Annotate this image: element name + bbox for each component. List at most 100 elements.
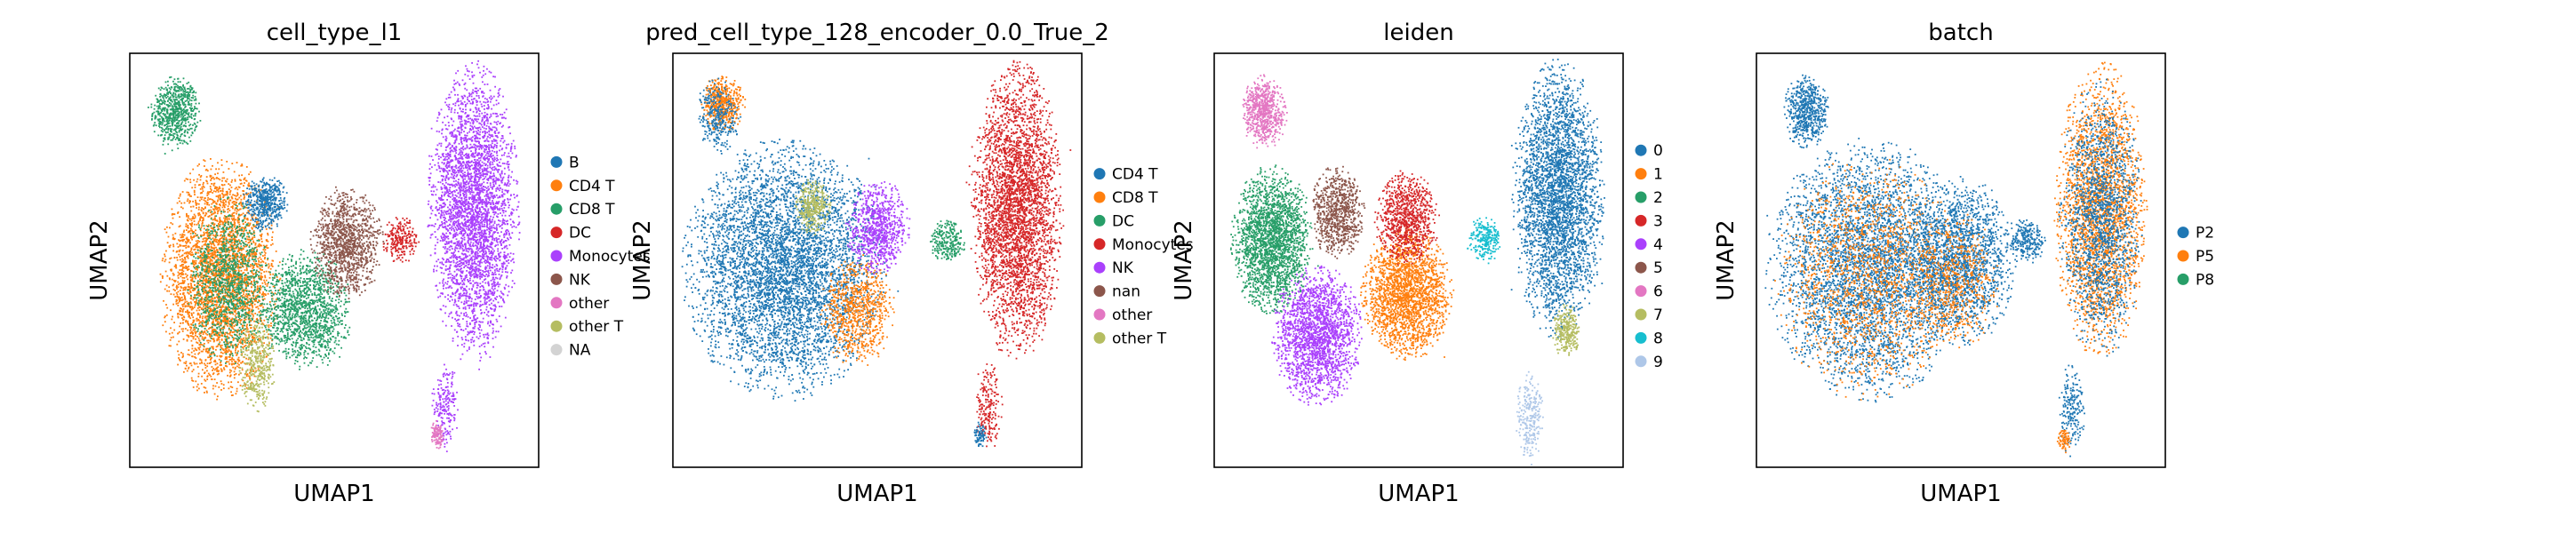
point xyxy=(213,185,215,187)
point xyxy=(234,371,236,373)
point xyxy=(216,399,218,401)
point xyxy=(187,99,188,101)
point xyxy=(179,102,180,104)
point xyxy=(150,107,152,108)
point xyxy=(188,82,189,84)
point xyxy=(191,113,193,115)
point xyxy=(228,329,230,330)
point xyxy=(180,126,182,128)
point xyxy=(188,137,190,139)
point xyxy=(187,83,188,84)
point xyxy=(236,346,238,348)
point xyxy=(195,335,196,337)
point xyxy=(161,103,163,105)
point xyxy=(171,103,172,105)
point xyxy=(164,134,166,136)
point xyxy=(152,113,154,115)
point xyxy=(243,212,244,214)
point xyxy=(180,116,182,118)
point xyxy=(180,96,181,98)
point xyxy=(202,245,204,247)
point xyxy=(172,92,174,94)
point xyxy=(155,95,156,97)
point xyxy=(191,89,193,91)
point xyxy=(191,103,193,105)
point xyxy=(228,323,229,325)
point xyxy=(165,132,167,134)
point xyxy=(229,231,231,233)
point xyxy=(196,320,198,322)
point xyxy=(238,210,240,211)
point xyxy=(169,116,171,118)
point xyxy=(210,210,212,211)
point xyxy=(173,89,175,91)
point xyxy=(205,274,207,275)
point xyxy=(217,321,219,322)
point xyxy=(160,89,162,91)
point xyxy=(184,104,186,106)
point xyxy=(167,242,169,243)
point xyxy=(188,129,190,131)
point xyxy=(264,282,266,283)
point xyxy=(180,142,181,144)
point xyxy=(207,356,209,358)
point xyxy=(184,110,186,112)
point xyxy=(176,286,178,288)
point xyxy=(174,84,176,85)
point xyxy=(194,123,196,124)
point xyxy=(166,89,168,91)
point xyxy=(235,287,236,289)
point xyxy=(197,240,199,242)
point xyxy=(191,117,193,119)
point xyxy=(178,291,180,293)
point xyxy=(241,270,243,272)
point xyxy=(162,123,164,124)
point xyxy=(164,121,165,123)
point xyxy=(172,81,174,83)
point xyxy=(173,322,175,323)
point xyxy=(212,388,214,390)
point xyxy=(164,101,165,103)
point xyxy=(157,100,159,102)
point xyxy=(165,118,167,120)
point xyxy=(233,215,235,217)
point xyxy=(214,187,216,189)
point xyxy=(177,351,179,353)
point xyxy=(163,117,164,119)
point xyxy=(195,91,196,93)
point xyxy=(220,389,222,391)
point xyxy=(237,381,239,383)
point xyxy=(188,114,189,115)
point xyxy=(272,312,274,314)
point xyxy=(183,102,185,104)
point xyxy=(239,224,241,226)
point xyxy=(201,383,203,385)
point xyxy=(267,285,268,287)
point xyxy=(162,259,164,261)
point xyxy=(187,91,188,93)
point xyxy=(185,311,187,313)
point xyxy=(216,355,218,357)
point xyxy=(186,178,188,179)
point xyxy=(235,352,236,354)
point xyxy=(177,87,179,89)
point xyxy=(166,227,168,228)
point xyxy=(165,128,167,130)
point xyxy=(195,113,196,115)
point xyxy=(215,364,217,366)
point xyxy=(185,106,187,107)
point xyxy=(176,292,178,294)
point xyxy=(275,303,276,305)
point xyxy=(159,123,161,124)
point xyxy=(172,337,174,338)
point xyxy=(178,81,180,83)
point xyxy=(268,241,269,243)
point xyxy=(169,123,171,124)
point xyxy=(171,293,172,295)
point xyxy=(178,302,180,304)
point xyxy=(245,241,247,243)
point xyxy=(196,269,198,271)
point xyxy=(164,99,165,101)
point xyxy=(170,346,172,347)
point xyxy=(181,109,183,111)
